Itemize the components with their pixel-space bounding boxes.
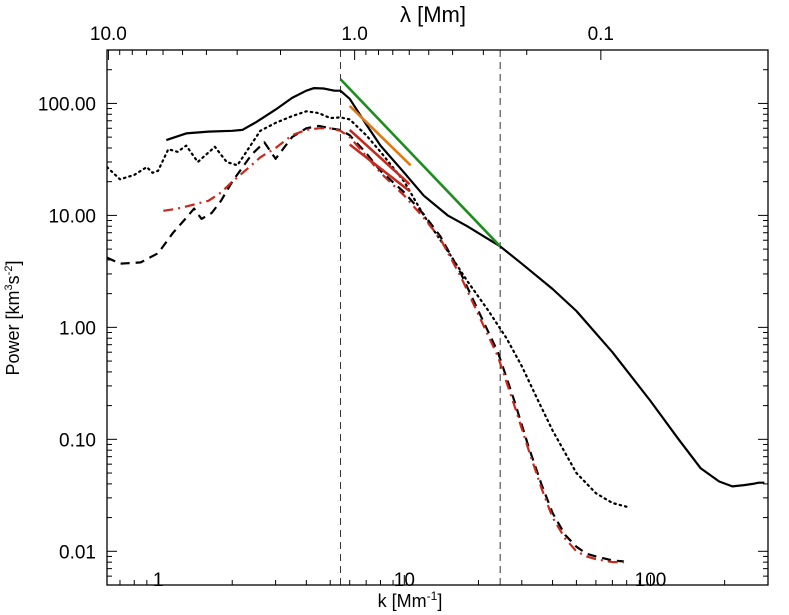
series-line-7 <box>348 128 411 186</box>
plot-frame <box>106 49 769 586</box>
series-line-8 <box>348 143 411 193</box>
series-line-4 <box>163 127 624 564</box>
series-line-5 <box>339 78 502 248</box>
x-tick-label: 100 <box>635 570 667 591</box>
series-layer <box>107 78 765 564</box>
top-tick-label: 10.0 <box>90 24 127 45</box>
y-tick-label: 0.01 <box>59 542 96 563</box>
x-axis-title: k [Mm-1] <box>378 589 443 611</box>
y-tick-label: 100.00 <box>38 94 96 115</box>
y-tick-label: 1.00 <box>59 318 96 339</box>
top-axis-title: λ [Mm] <box>400 2 466 27</box>
x-tick-label: 1 <box>153 570 164 591</box>
ticks-layer <box>107 49 769 586</box>
y-tick-label: 0.10 <box>59 430 96 451</box>
plot-area <box>339 50 501 585</box>
top-tick-label: 0.1 <box>588 24 614 45</box>
top-tick-label: 1.0 <box>341 24 367 45</box>
x-tick-label: 10 <box>394 570 415 591</box>
series-line-1 <box>165 86 765 488</box>
series-line-3 <box>107 124 625 563</box>
y-tick-label: 10.00 <box>48 206 96 227</box>
y-axis-title: Power [km3s-2] <box>3 261 23 376</box>
labels-layer: 1 10 100 10.0 1.0 0.1 0.01 0.10 1.00 10.00 100.00 <box>38 24 667 591</box>
series-line-6 <box>348 104 412 167</box>
series-line-2 <box>107 110 628 508</box>
